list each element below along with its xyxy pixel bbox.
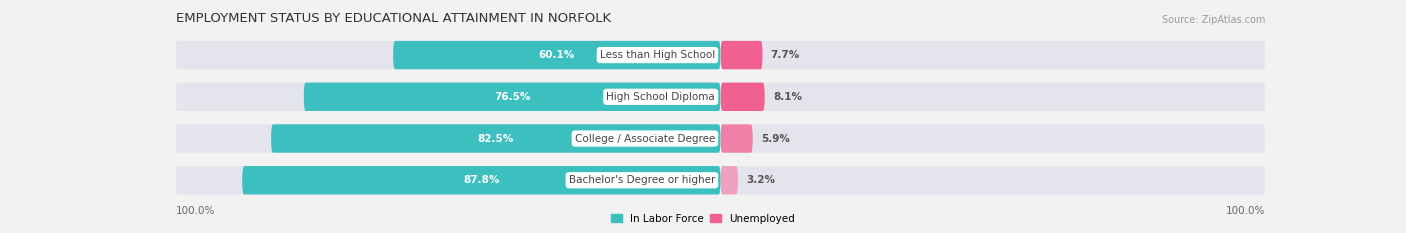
FancyBboxPatch shape bbox=[720, 124, 752, 153]
Text: 8.1%: 8.1% bbox=[773, 92, 801, 102]
FancyBboxPatch shape bbox=[242, 166, 720, 194]
Text: 100.0%: 100.0% bbox=[1226, 206, 1265, 216]
Text: 3.2%: 3.2% bbox=[747, 175, 775, 185]
FancyBboxPatch shape bbox=[720, 83, 1265, 111]
Text: Less than High School: Less than High School bbox=[600, 50, 716, 60]
Text: 5.9%: 5.9% bbox=[761, 134, 790, 144]
Text: 7.7%: 7.7% bbox=[770, 50, 800, 60]
Text: College / Associate Degree: College / Associate Degree bbox=[575, 134, 716, 144]
Text: Source: ZipAtlas.com: Source: ZipAtlas.com bbox=[1161, 15, 1265, 25]
Text: EMPLOYMENT STATUS BY EDUCATIONAL ATTAINMENT IN NORFOLK: EMPLOYMENT STATUS BY EDUCATIONAL ATTAINM… bbox=[176, 12, 610, 25]
FancyBboxPatch shape bbox=[304, 83, 720, 111]
FancyBboxPatch shape bbox=[394, 41, 720, 69]
FancyBboxPatch shape bbox=[720, 166, 1265, 194]
Text: 100.0%: 100.0% bbox=[176, 206, 215, 216]
FancyBboxPatch shape bbox=[720, 41, 762, 69]
FancyBboxPatch shape bbox=[176, 166, 720, 194]
Text: High School Diploma: High School Diploma bbox=[606, 92, 716, 102]
Text: 76.5%: 76.5% bbox=[494, 92, 530, 102]
FancyBboxPatch shape bbox=[176, 124, 720, 153]
FancyBboxPatch shape bbox=[720, 166, 738, 194]
FancyBboxPatch shape bbox=[720, 41, 1265, 69]
FancyBboxPatch shape bbox=[720, 124, 1265, 153]
Text: 60.1%: 60.1% bbox=[538, 50, 575, 60]
Text: 82.5%: 82.5% bbox=[478, 134, 515, 144]
FancyBboxPatch shape bbox=[176, 41, 720, 69]
FancyBboxPatch shape bbox=[176, 83, 720, 111]
FancyBboxPatch shape bbox=[720, 83, 765, 111]
Text: Bachelor's Degree or higher: Bachelor's Degree or higher bbox=[569, 175, 716, 185]
FancyBboxPatch shape bbox=[271, 124, 720, 153]
Legend: In Labor Force, Unemployed: In Labor Force, Unemployed bbox=[607, 209, 799, 228]
Text: 87.8%: 87.8% bbox=[463, 175, 499, 185]
